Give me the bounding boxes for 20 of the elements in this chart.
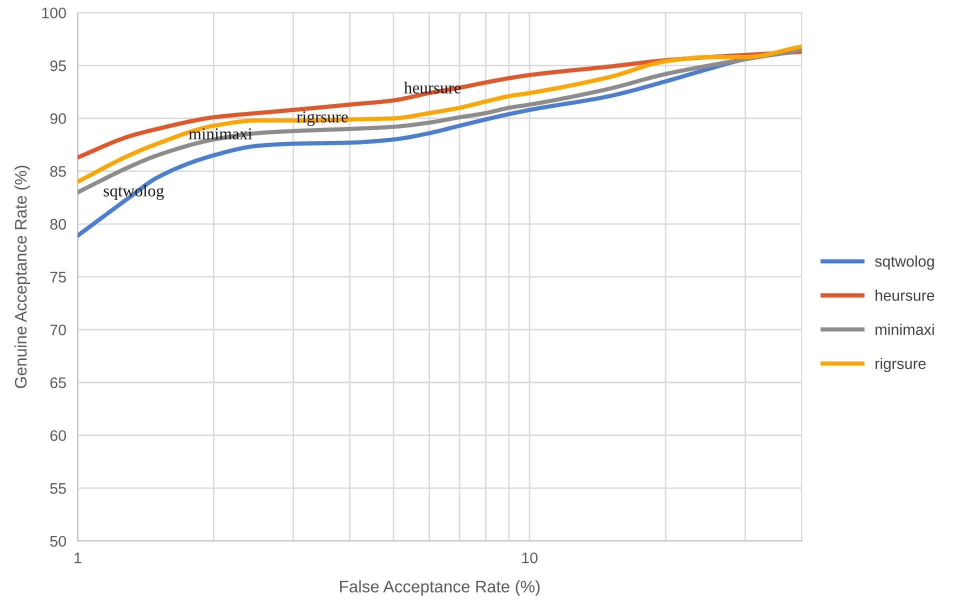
y-tick-label: 80 bbox=[50, 218, 66, 230]
y-tick-label: 100 bbox=[42, 8, 66, 18]
legend-label: sqtwolog bbox=[875, 256, 934, 270]
x-tick-label: 1 bbox=[74, 552, 82, 564]
y-tick-label: 65 bbox=[50, 377, 66, 388]
y-tick-label: 55 bbox=[50, 483, 66, 494]
y-tick-label: 95 bbox=[50, 60, 66, 72]
legend-label: minimaxi bbox=[876, 324, 934, 335]
legend-label: rigrsure bbox=[876, 358, 926, 372]
annotation: minimaxi bbox=[188, 128, 252, 140]
y-tick-label: 85 bbox=[50, 166, 66, 177]
x-axis-title: False Acceptance Rate (%) bbox=[340, 580, 540, 596]
y-tick-label: 75 bbox=[50, 272, 66, 283]
y-tick-label: 50 bbox=[50, 536, 66, 547]
y-tick-label: 90 bbox=[50, 113, 66, 124]
y-axis-title: Genuine Acceptance Rate (%) bbox=[14, 166, 30, 388]
y-tick-label: 60 bbox=[50, 430, 66, 442]
y-tick-label: 70 bbox=[50, 324, 66, 336]
legend-label: heursure bbox=[876, 290, 934, 301]
x-tick-label: 10 bbox=[522, 552, 538, 564]
